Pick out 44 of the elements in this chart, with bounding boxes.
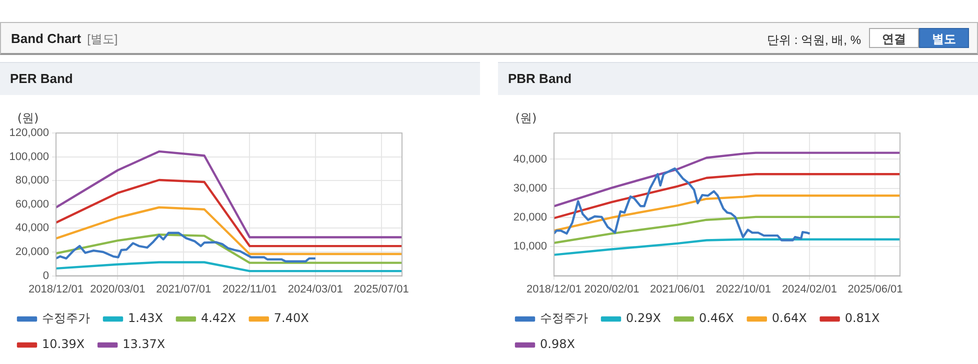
text: 단위 : 억원, 배, %	[766, 32, 861, 49]
x-tick-label: 2022/10/01	[716, 283, 771, 296]
chart-title: PER Band	[0, 62, 480, 95]
legend-label: 0.81X	[844, 311, 880, 326]
legend-label: 4.42X	[200, 311, 236, 326]
x-tick-label: 2021/06/01	[650, 283, 706, 296]
legend-label: 수정주가	[42, 311, 90, 326]
x-tick-label: 2025/06/01	[848, 283, 903, 296]
y-tick-label: 60,000	[15, 198, 49, 210]
x-tick-label: 2020/03/01	[90, 283, 146, 296]
legend-label: 0.98X	[540, 337, 575, 352]
legend-label: 0.64X	[772, 311, 807, 326]
x-tick-label: 2021/07/01	[156, 283, 212, 296]
text: Band Chart	[11, 31, 82, 46]
text: [별도]	[87, 32, 118, 46]
x-tick-label: 2024/03/01	[288, 283, 343, 296]
x-tick-label: 2018/12/01	[28, 283, 84, 296]
x-tick-label: 2018/12/01	[526, 283, 582, 296]
legend-label: 0.29X	[626, 311, 661, 326]
legend-label: 수정주가	[540, 311, 588, 326]
y-axis-title: (원)	[17, 111, 39, 126]
legend-label: 0.46X	[698, 311, 734, 326]
x-tick-label: 2024/02/01	[782, 283, 838, 296]
x-tick-label: 2025/07/01	[354, 283, 409, 296]
text: 연결	[869, 28, 919, 48]
legend-label: 13.37X	[122, 337, 166, 352]
y-tick-label: 80,000	[15, 174, 49, 187]
y-tick-label: 40,000	[513, 153, 547, 166]
y-tick-label: 100,000	[9, 150, 49, 163]
x-tick-label: 2022/11/01	[222, 283, 277, 296]
y-tick-label: 10,000	[513, 240, 547, 253]
chart-title: PBR Band	[498, 62, 978, 95]
y-tick-label: 0	[42, 270, 49, 282]
y-tick-label: 20,000	[513, 212, 547, 224]
text: 별도	[919, 28, 969, 48]
y-axis-title: (원)	[515, 111, 537, 126]
y-tick-label: 20,000	[15, 246, 49, 258]
y-tick-label: 120,000	[9, 127, 49, 140]
y-tick-label: 30,000	[513, 182, 547, 194]
legend-label: 1.43X	[128, 311, 163, 326]
legend-label: 7.40X	[274, 311, 309, 326]
y-tick-label: 40,000	[15, 222, 49, 234]
x-tick-label: 2020/02/01	[584, 283, 640, 296]
legend-label: 10.39X	[42, 337, 85, 352]
